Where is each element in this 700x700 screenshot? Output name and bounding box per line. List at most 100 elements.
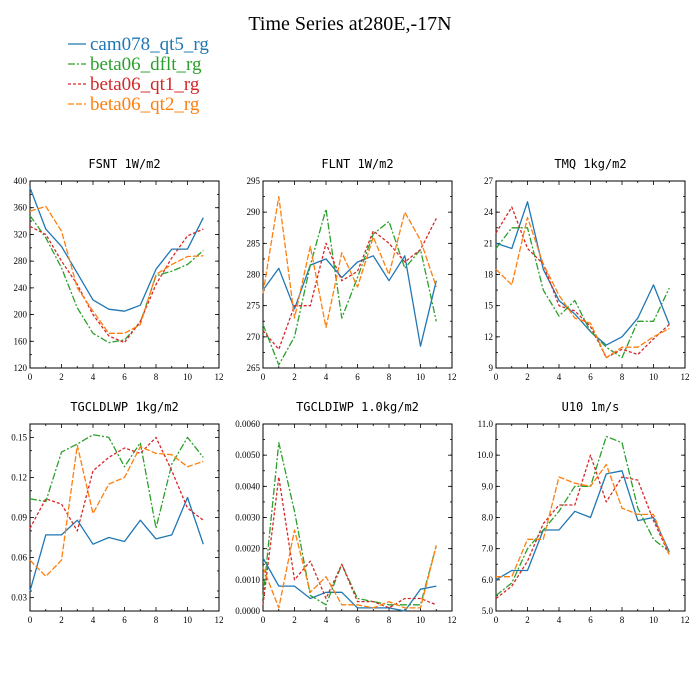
- series-line: [495, 201, 670, 346]
- y-tick-label: 18: [484, 270, 494, 280]
- y-tick-label: 120: [14, 363, 28, 373]
- y-tick-label: 280: [247, 270, 261, 280]
- y-tick-label: 160: [14, 336, 28, 346]
- series-line: [262, 529, 437, 609]
- y-tick-label: 320: [14, 229, 28, 239]
- plot-frame: [29, 423, 220, 612]
- x-tick-label: 6: [588, 372, 593, 382]
- y-tick-label: 0.0000: [235, 606, 260, 616]
- x-tick-label: 12: [681, 372, 690, 382]
- x-tick-label: 12: [681, 615, 690, 625]
- x-tick-label: 10: [416, 372, 426, 382]
- series-line: [495, 216, 670, 359]
- series-line: [262, 218, 437, 350]
- y-tick-label: 10.0: [477, 450, 493, 460]
- series-line: [262, 208, 437, 366]
- panel-title: TGCLDIWP 1.0kg/m2: [296, 400, 419, 414]
- y-tick-label: 24: [484, 207, 494, 217]
- panel-title: TGCLDLWP 1kg/m2: [70, 400, 178, 414]
- x-tick-label: 6: [122, 615, 127, 625]
- chart-panel: U10 1m/s 0 2 4 6 8 10 12 5.0 6.0 7.0 8.0 9.0 10.0 11.0: [477, 400, 689, 625]
- x-tick-label: 6: [122, 372, 127, 382]
- x-tick-label: 6: [588, 615, 593, 625]
- x-tick-label: 8: [620, 372, 625, 382]
- series-line: [29, 225, 204, 344]
- x-tick-label: 2: [59, 372, 64, 382]
- series-line: [262, 195, 437, 329]
- series-line: [29, 215, 204, 344]
- x-tick-label: 0: [28, 372, 33, 382]
- plot-frame: [262, 180, 453, 369]
- y-tick-label: 0.03: [11, 593, 27, 603]
- legend-label: cam078_qt5_rg: [90, 34, 209, 55]
- x-tick-label: 2: [59, 615, 64, 625]
- series-line: [495, 454, 670, 600]
- y-tick-label: 21: [484, 238, 493, 248]
- x-tick-label: 10: [649, 372, 659, 382]
- y-tick-label: 0.06: [11, 553, 27, 563]
- y-tick-label: 200: [14, 310, 28, 320]
- y-tick-label: 0.0030: [235, 513, 260, 523]
- chart-panel: FLNT 1W/m2 0 2 4 6 8 10 12 265 270 275 280 285 290 295: [247, 157, 457, 382]
- x-tick-label: 6: [355, 615, 360, 625]
- y-tick-label: 285: [247, 238, 261, 248]
- y-tick-label: 295: [247, 176, 261, 186]
- x-tick-label: 12: [448, 372, 457, 382]
- y-tick-label: 240: [14, 283, 28, 293]
- legend: cam078_qt5_rgbeta06_dflt_rgbeta06_qt1_rg…: [68, 34, 209, 115]
- panel-title: TMQ 1kg/m2: [554, 157, 626, 171]
- x-tick-label: 10: [416, 615, 426, 625]
- y-tick-label: 6.0: [482, 575, 494, 585]
- panel-title: FSNT 1W/m2: [88, 157, 160, 171]
- chart-panel: TGCLDIWP 1.0kg/m2 0 2 4 6 8 10 12 0.0000 0.0010 0.…: [235, 400, 456, 625]
- x-tick-label: 4: [557, 372, 562, 382]
- y-tick-label: 8.0: [482, 513, 494, 523]
- plot-frame: [262, 423, 453, 612]
- x-tick-label: 2: [525, 615, 530, 625]
- series-line: [495, 470, 670, 581]
- x-tick-label: 0: [261, 372, 266, 382]
- series-line: [262, 476, 437, 609]
- plot-frame: [495, 180, 686, 369]
- y-tick-label: 9.0: [482, 481, 494, 491]
- series-line: [495, 206, 670, 359]
- y-tick-label: 290: [247, 207, 261, 217]
- y-tick-label: 0.09: [11, 513, 27, 523]
- series-line: [29, 496, 204, 592]
- series-line: [29, 444, 204, 577]
- y-tick-label: 400: [14, 176, 28, 186]
- y-tick-label: 9: [489, 363, 494, 373]
- x-tick-label: 10: [183, 615, 193, 625]
- legend-label: beta06_dflt_rg: [90, 54, 202, 75]
- panel-title: FLNT 1W/m2: [321, 157, 393, 171]
- x-tick-label: 0: [28, 615, 33, 625]
- series-line: [29, 205, 204, 334]
- legend-label: beta06_qt2_rg: [90, 94, 200, 115]
- y-tick-label: 0.0060: [235, 419, 260, 429]
- series-line: [495, 435, 670, 596]
- figure-title: Time Series at280E,-17N: [248, 13, 451, 35]
- y-tick-label: 0.15: [11, 432, 27, 442]
- x-tick-label: 12: [215, 615, 224, 625]
- plot-frame: [29, 180, 220, 369]
- y-tick-label: 0.0040: [235, 481, 260, 491]
- x-tick-label: 4: [324, 615, 329, 625]
- y-tick-label: 12: [484, 332, 493, 342]
- legend-entry: beta06_dflt_rg: [68, 54, 202, 75]
- y-tick-label: 265: [247, 363, 261, 373]
- y-tick-label: 0.0010: [235, 575, 260, 585]
- y-tick-label: 270: [247, 332, 261, 342]
- x-tick-label: 4: [91, 372, 96, 382]
- x-tick-label: 8: [154, 615, 159, 625]
- y-tick-label: 11.0: [478, 419, 494, 429]
- legend-label: beta06_qt1_rg: [90, 74, 200, 95]
- x-tick-label: 0: [261, 615, 266, 625]
- chart-panel: TGCLDLWP 1kg/m2 0 2 4 6 8 10 12 0.03 0.06 0.09 0.12…: [11, 400, 223, 625]
- panel-title: U10 1m/s: [562, 400, 620, 414]
- y-tick-label: 5.0: [482, 606, 494, 616]
- legend-entry: beta06_qt2_rg: [68, 94, 200, 115]
- y-tick-label: 275: [247, 301, 261, 311]
- x-tick-label: 2: [525, 372, 530, 382]
- chart-panel: FSNT 1W/m2 0 2 4 6 8 10 12 120 160 200 240 280 320 360…: [14, 157, 224, 382]
